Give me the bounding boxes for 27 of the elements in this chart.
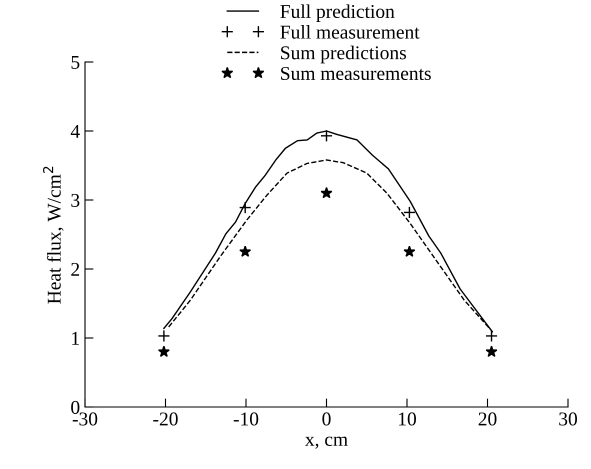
x-tick-label: 20 bbox=[478, 412, 496, 426]
x-axis-title: x, cm bbox=[305, 436, 348, 449]
legend-label: Full measurement bbox=[280, 25, 420, 39]
point bbox=[158, 346, 170, 357]
x-tick-label: -10 bbox=[234, 412, 258, 426]
x-tick-label: 30 bbox=[559, 412, 577, 426]
y-tick-label: 4 bbox=[70, 124, 80, 138]
y-tick-label: 3 bbox=[71, 194, 80, 207]
point bbox=[238, 201, 252, 214]
x-tick-label: -20 bbox=[153, 412, 178, 426]
point bbox=[403, 206, 416, 219]
legend-label: Full prediction bbox=[280, 4, 395, 22]
x-tick-label: 10 bbox=[398, 412, 416, 426]
y-tick-label: 0 bbox=[71, 400, 80, 414]
point bbox=[403, 246, 416, 257]
y-tick-label: 1 bbox=[72, 332, 79, 345]
point bbox=[320, 186, 332, 198]
x-tick-label: 0 bbox=[322, 412, 331, 426]
point bbox=[486, 346, 498, 357]
y-axis-title: Heat flux, W/cm$^{2}$ bbox=[43, 166, 64, 304]
y-tick-label: 2 bbox=[71, 262, 80, 276]
point bbox=[239, 246, 252, 257]
legend-label: Sum predictions bbox=[281, 46, 406, 64]
legend-label: Sum measurements bbox=[281, 66, 431, 80]
y-tick-label: 5 bbox=[72, 56, 80, 69]
x-tick-label: -30 bbox=[72, 412, 98, 426]
point bbox=[320, 130, 333, 142]
